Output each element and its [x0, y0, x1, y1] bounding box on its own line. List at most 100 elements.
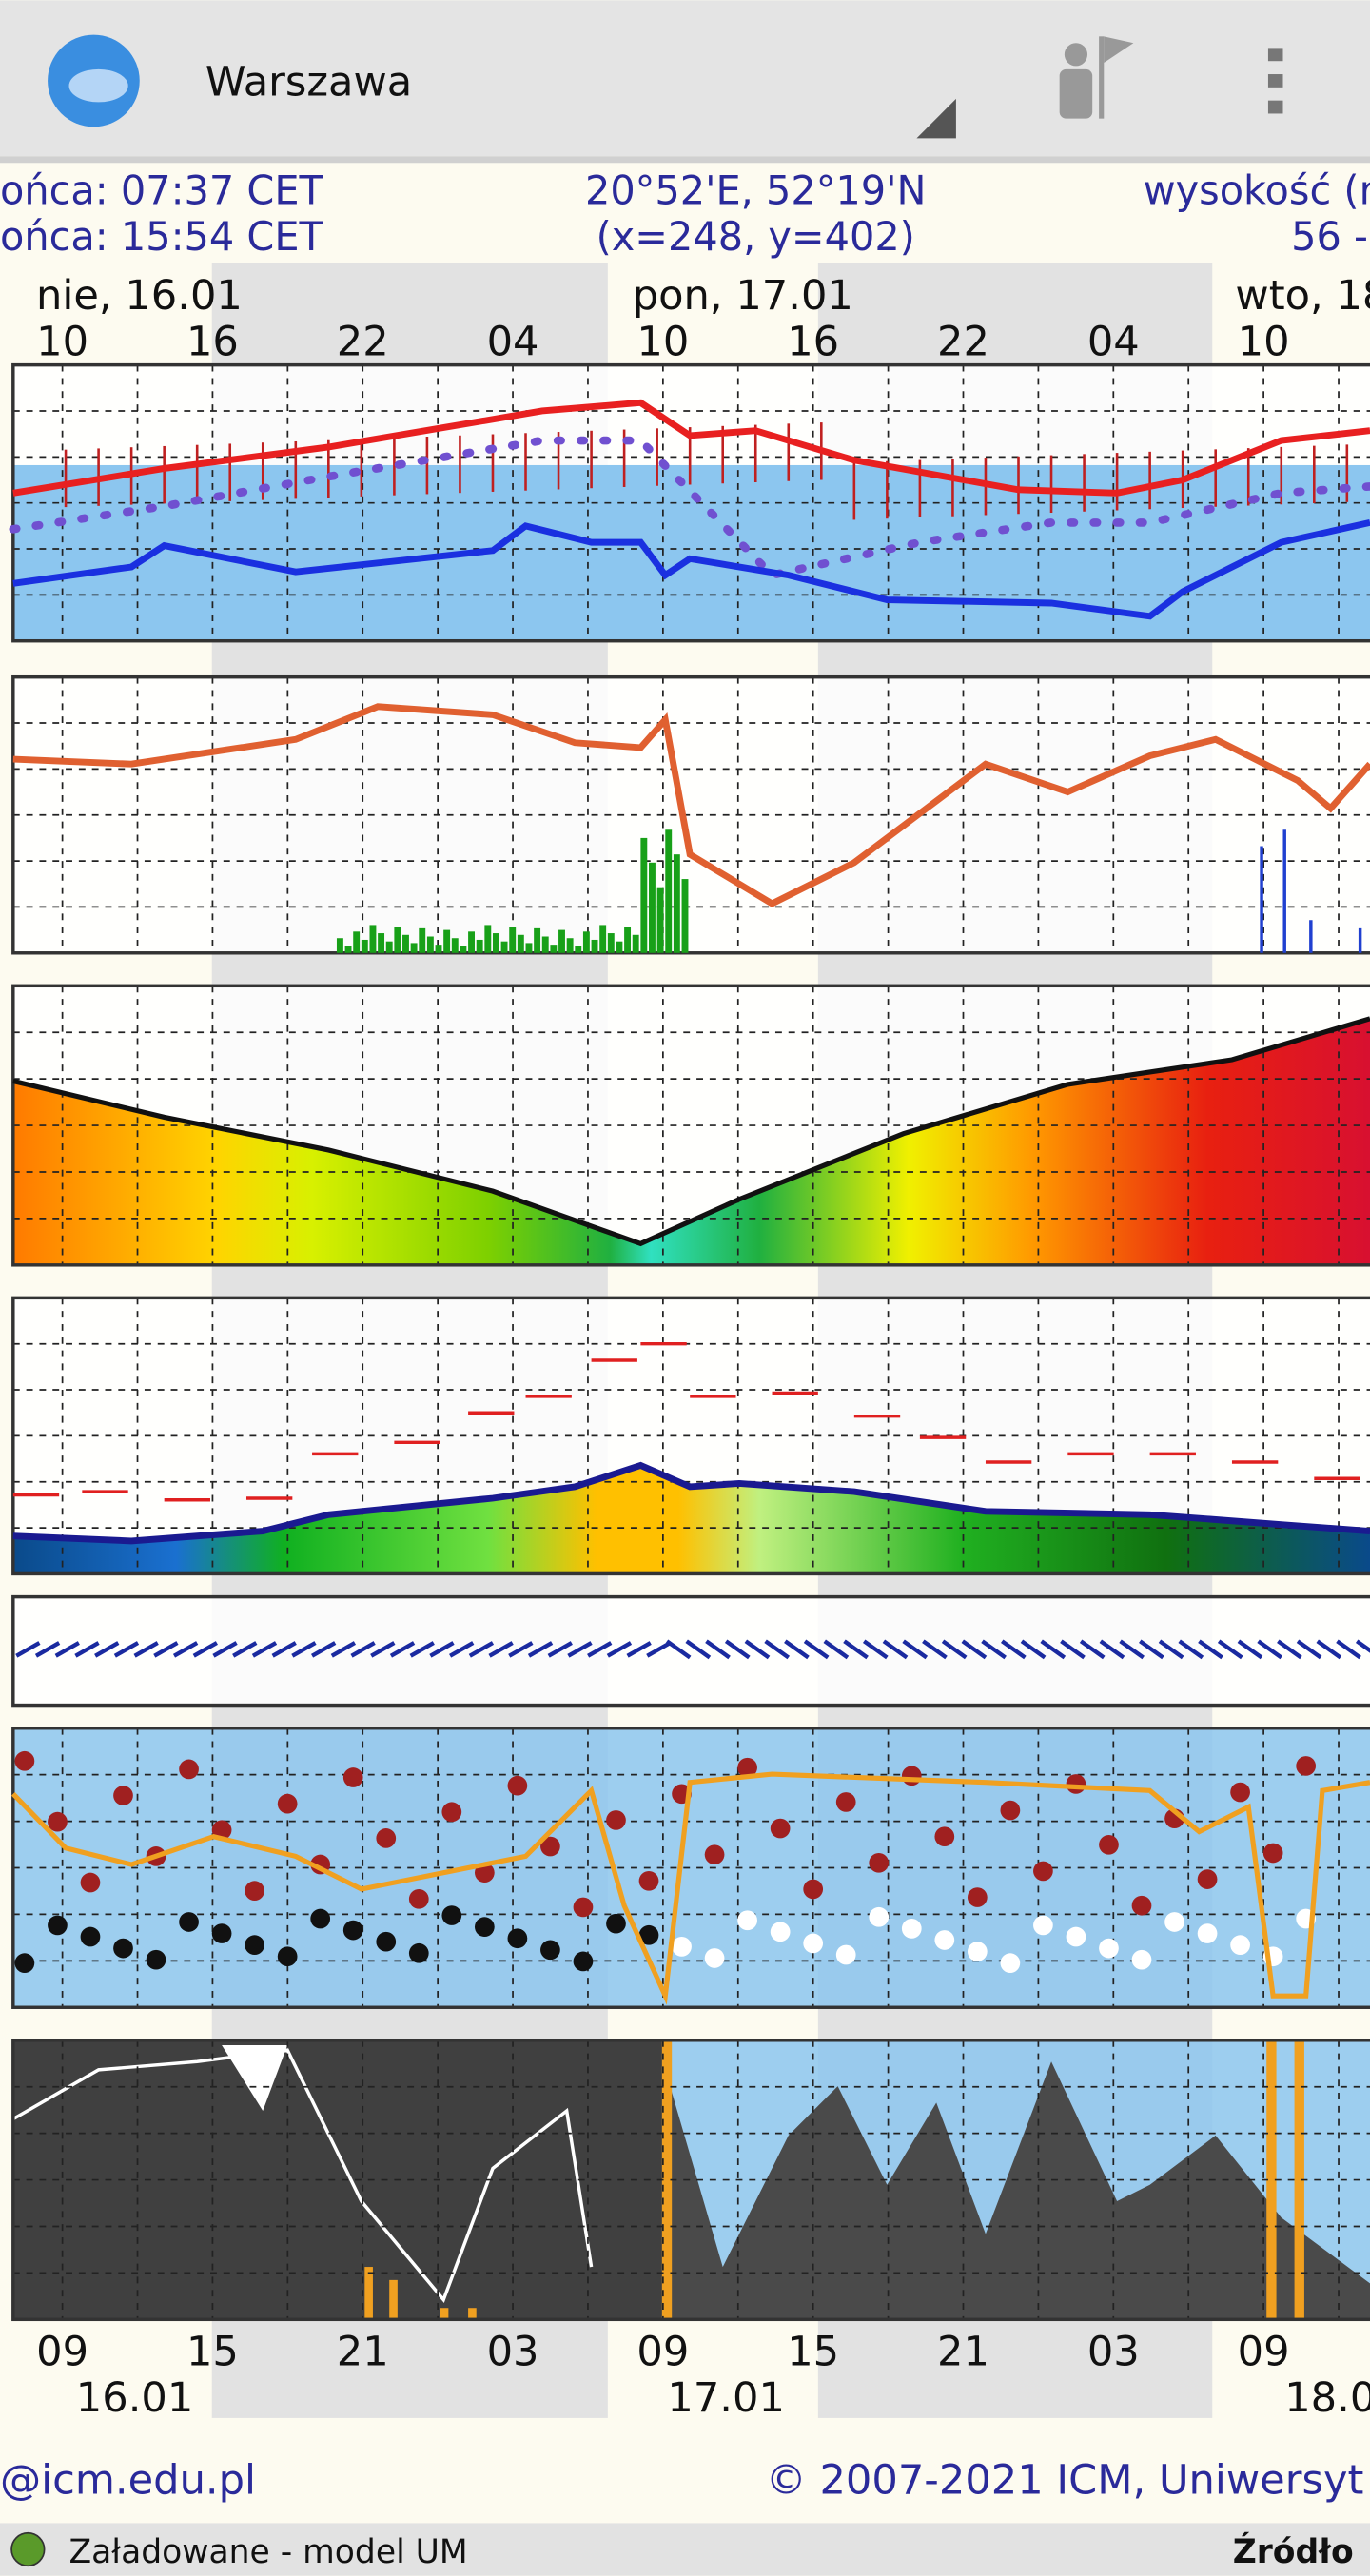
low-cloud-dot: [441, 1905, 462, 1925]
precip-bar: [566, 938, 574, 953]
wind-arrow: [350, 1641, 376, 1658]
hour-label: 10: [36, 318, 88, 365]
precip-bar: [361, 939, 368, 953]
source-link[interactable]: Źródło: [1233, 2532, 1354, 2571]
dropdown-indicator: [916, 98, 956, 139]
wind-arrow: [133, 1641, 159, 1658]
cloud-dot: [1099, 1834, 1119, 1855]
cloud-dot: [408, 1888, 429, 1909]
low-cloud-dot: [901, 1919, 922, 1939]
low-cloud-dot: [1164, 1912, 1184, 1932]
grid-position: (x=248, y=402): [597, 214, 915, 260]
hour-label: 15: [186, 2329, 239, 2376]
wind-arrow: [1355, 1639, 1370, 1653]
wind-arrow: [1296, 1639, 1322, 1660]
hour-label: 03: [487, 2329, 539, 2376]
wind-arrow: [764, 1639, 791, 1660]
precip-bar: [673, 854, 680, 953]
wind-arrow: [685, 1639, 712, 1660]
precip-bar: [509, 927, 517, 953]
wind-arrow: [54, 1641, 80, 1658]
hour-label: 09: [636, 2329, 689, 2376]
hour-label: 16: [186, 318, 239, 365]
wind-arrow: [212, 1641, 238, 1658]
low-cloud-dot: [540, 1940, 560, 1961]
wind-arrow: [172, 1641, 199, 1658]
visibility-area: [665, 2061, 1370, 2320]
wind-arrow: [1217, 1639, 1243, 1660]
top-hour-labels: 10 16 22 04 10 16 22 04 10: [36, 318, 1289, 365]
wind-arrow: [823, 1639, 850, 1660]
low-cloud-dot: [342, 1920, 363, 1941]
wind-arrow: [291, 1641, 317, 1658]
wind-arrow: [724, 1639, 751, 1660]
low-cloud-dot: [1197, 1923, 1218, 1943]
low-cloud-dot: [245, 1935, 264, 1956]
cloud-dot: [704, 1844, 725, 1865]
hour-label: 22: [337, 318, 389, 365]
fog-bar: [440, 2308, 449, 2320]
app-bar-shadow: [0, 156, 1370, 164]
wind-arrow: [1139, 1639, 1164, 1660]
date-label: wto, 18: [1235, 272, 1370, 320]
cloud-dot: [1000, 1800, 1021, 1821]
low-cloud-dot: [1131, 1949, 1152, 1970]
hour-label: 21: [937, 2329, 989, 2376]
wind-arrow: [961, 1639, 988, 1660]
wind-arrow: [488, 1641, 514, 1658]
wind-arrow: [310, 1641, 337, 1658]
wind-arrow: [705, 1639, 731, 1660]
precip-bar: [550, 945, 558, 953]
panel-frame: [11, 362, 1370, 643]
precip-bar: [541, 936, 549, 953]
hour-label: 10: [636, 318, 689, 365]
fog-bar: [661, 2039, 673, 2320]
panel-bg: [12, 1596, 1370, 1706]
low-cloud-dot: [48, 1915, 68, 1936]
cloud-dot: [934, 1826, 955, 1847]
wind-arrow: [468, 1641, 495, 1658]
hour-label: 15: [787, 2329, 839, 2376]
hour-label: 09: [36, 2329, 88, 2376]
location-title[interactable]: Warszawa: [206, 58, 412, 106]
low-cloud-dot: [770, 1922, 791, 1942]
wind-arrow: [370, 1641, 396, 1658]
wind-arrow: [94, 1641, 120, 1658]
precip-bar: [419, 927, 426, 953]
cloud-dot: [245, 1881, 264, 1902]
hour-label: 09: [1238, 2329, 1290, 2376]
wind-line: [12, 1461, 1370, 1545]
precip-bar: [484, 925, 492, 953]
cloud-dot: [573, 1897, 594, 1918]
wind-arrow: [271, 1641, 297, 1658]
precip-bar: [517, 934, 524, 953]
low-cloud-dot: [211, 1923, 232, 1943]
precip-bar: [624, 927, 632, 953]
wind-arrow: [449, 1641, 475, 1658]
precip-bar: [599, 925, 607, 953]
sunset: ońca: 15:54 CET: [0, 214, 324, 260]
wind-arrow: [567, 1641, 593, 1658]
status-text: Załadowane - model UM: [69, 2533, 468, 2571]
wind-arrow: [330, 1641, 357, 1658]
panel-frame: [11, 1727, 1370, 2009]
location-button[interactable]: [1059, 36, 1134, 119]
date-label: 18.0: [1284, 2374, 1370, 2422]
precip-bar: [656, 887, 664, 953]
panel-frame: [11, 1296, 1370, 1576]
cloud-line: [10, 1771, 1370, 2005]
cloud-dot: [113, 1786, 133, 1805]
footer-email[interactable]: @icm.edu.pl: [0, 2456, 256, 2504]
wind-arrow: [1020, 1639, 1047, 1660]
wind-arrow: [527, 1641, 554, 1658]
low-cloud-dot: [1230, 1935, 1250, 1956]
panels: [9, 362, 1370, 2322]
panel-frame: [11, 674, 1370, 955]
cloud-dot: [1262, 1843, 1283, 1864]
precip-bar: [402, 934, 409, 953]
overflow-menu[interactable]: [1267, 48, 1283, 114]
hour-label: 21: [337, 2329, 389, 2376]
precip-bar: [451, 938, 459, 953]
